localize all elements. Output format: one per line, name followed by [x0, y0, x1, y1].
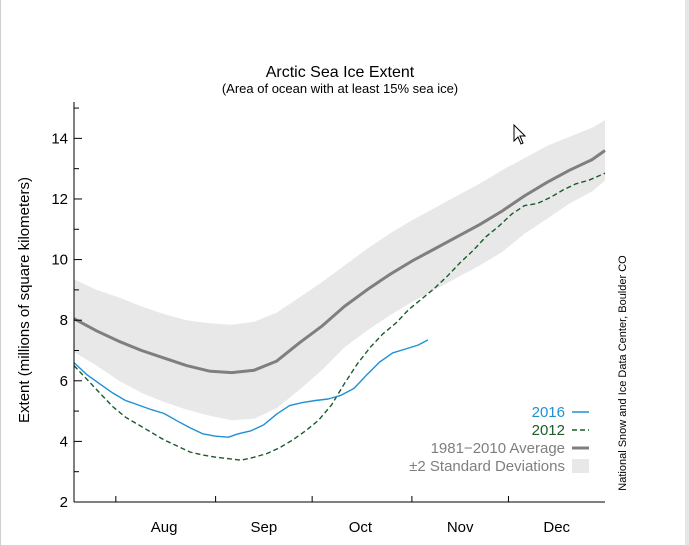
std-dev-band-layer — [74, 120, 605, 421]
y-tick-label: 4 — [60, 433, 68, 450]
series-line-layer — [73, 149, 606, 461]
x-tick-label-nov: Nov — [447, 519, 474, 536]
legend-marker-2-standard-deviations — [572, 459, 589, 473]
y-tick-label: 8 — [60, 312, 68, 329]
chart-subtitle: (Area of ocean with at least 15% sea ice… — [222, 81, 458, 96]
y-tick-label: 6 — [60, 373, 68, 390]
y-tick-label: 12 — [51, 191, 68, 208]
legend-label-2-standard-deviations: ±2 Standard Deviations — [409, 458, 565, 475]
x-tick-label-sep: Sep — [251, 519, 278, 536]
chart-title: Arctic Sea Ice Extent — [266, 64, 415, 81]
y-axis-label: Extent (millions of square kilometers) — [16, 177, 33, 423]
y-tick-label: 14 — [51, 130, 68, 147]
window-edge-right — [685, 0, 689, 545]
series-line-2012 — [73, 172, 606, 461]
y-tick-label: 2 — [60, 494, 68, 511]
legend-label-1981-2010-average: 1981−2010 Average — [431, 440, 565, 457]
std-dev-band — [74, 120, 605, 421]
series-line-1981-2010-average — [73, 149, 606, 375]
source-credit: National Snow and Ice Data Center, Bould… — [617, 255, 629, 491]
window-edge-left — [0, 0, 1, 545]
x-tick-label-oct: Oct — [349, 519, 373, 536]
axes: 2 4 6 8 10 12 14 Aug Sep Oct Nov Dec — [51, 102, 605, 536]
x-tick-label-dec: Dec — [543, 519, 570, 536]
y-tick-label: 10 — [51, 252, 68, 269]
legend-label-2016: 2016 — [532, 404, 565, 421]
legend-label-2012: 2012 — [532, 422, 565, 439]
x-tick-label-aug: Aug — [151, 519, 178, 536]
mouse-pointer-icon — [513, 123, 527, 145]
series-line-2016 — [73, 339, 429, 438]
